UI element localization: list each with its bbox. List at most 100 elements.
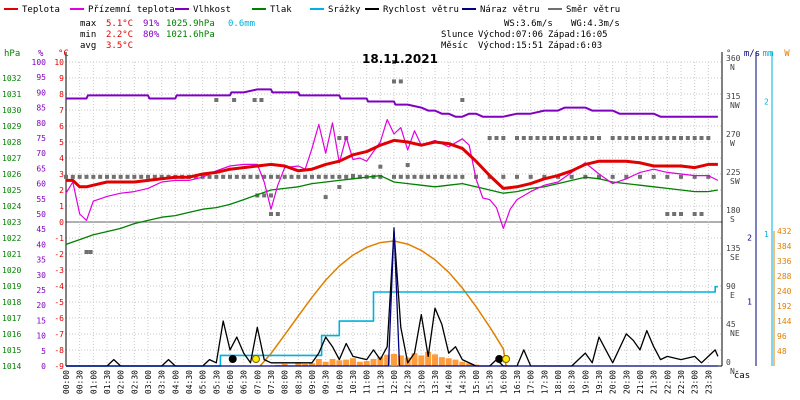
- hpa-tick-label: 1021: [2, 250, 21, 259]
- wind-direction-point: [392, 174, 396, 179]
- stats-avg-temp: 3.5°C: [106, 41, 133, 51]
- series-line-slunce-w-: [259, 240, 507, 367]
- pct-tick-label: 0: [41, 362, 46, 371]
- solar-bar: [343, 359, 350, 366]
- axis-header-deg: °: [726, 49, 731, 59]
- ms-tick-label: 1: [747, 298, 752, 307]
- dir-tick-name: NE: [730, 329, 740, 338]
- legend-label: Směr větru: [566, 5, 620, 15]
- solar-bar: [466, 363, 473, 366]
- moonrise-marker: [495, 355, 504, 363]
- wind-direction-point: [259, 98, 264, 102]
- solar-bar: [336, 360, 343, 366]
- wind-ws: WS:3.6m/s: [504, 19, 553, 29]
- legend-item: Teplota: [4, 5, 60, 15]
- degc-tick-label: 5: [59, 138, 64, 147]
- dir-tick-name: SE: [730, 253, 740, 262]
- wind-direction-point: [610, 174, 615, 179]
- x-tick-label: 22:00: [663, 370, 672, 394]
- wind-direction-point: [337, 174, 342, 179]
- wind-direction-point: [77, 174, 82, 179]
- solar-bar: [302, 363, 309, 366]
- x-tick-label: 18:30: [568, 370, 577, 394]
- pct-tick-label: 40: [36, 240, 46, 249]
- solar-bar: [391, 353, 397, 366]
- wind-direction-point: [706, 136, 711, 140]
- w-tick-label: 288: [777, 272, 792, 281]
- wind-direction-point: [357, 174, 362, 179]
- solar-bar: [350, 358, 356, 366]
- dir-tick-degrees: 180: [726, 206, 741, 215]
- wind-direction-point: [398, 79, 403, 84]
- hpa-tick-label: 1028: [2, 138, 21, 147]
- wind-direction-point: [672, 136, 677, 140]
- wind-direction-point: [576, 136, 581, 140]
- dir-tick-name: W: [730, 139, 735, 148]
- wind-direction-point: [378, 164, 383, 169]
- degc-tick-label: 9: [59, 74, 64, 83]
- legend-item: Vlhkost: [175, 5, 231, 15]
- x-tick-label: 06:30: [240, 370, 249, 394]
- solar-bar: [281, 363, 288, 366]
- pct-tick-label: 100: [32, 58, 47, 67]
- wind-direction-point: [398, 174, 403, 179]
- solar-bar: [411, 353, 418, 366]
- wind-direction-point: [146, 174, 150, 179]
- hpa-tick-label: 1032: [2, 74, 21, 83]
- degc-tick-label: 8: [59, 90, 64, 99]
- moonset-marker: [228, 355, 237, 363]
- x-tick-label: 01:00: [89, 370, 98, 394]
- stats-max-rain: 0.6mm: [228, 19, 255, 29]
- degc-tick-label: 10: [54, 58, 64, 67]
- wind-direction-point: [310, 174, 314, 179]
- wind-direction-point: [433, 174, 437, 179]
- wind-direction-point: [241, 174, 246, 179]
- axis-header-mm: mm: [763, 49, 774, 59]
- x-tick-label: 03:00: [144, 370, 153, 394]
- axis-header-time: čas: [734, 370, 750, 381]
- wind-direction-point: [460, 98, 465, 102]
- wind-direction-point: [392, 60, 396, 64]
- pct-tick-label: 85: [36, 104, 46, 113]
- wind-direction-point: [528, 136, 533, 140]
- wind-direction-point: [139, 174, 144, 179]
- wind-direction-point: [665, 136, 670, 140]
- moon-set: Západ:6:03: [548, 41, 602, 51]
- dir-tick-degrees: 225: [726, 168, 741, 177]
- wind-direction-point: [460, 174, 465, 179]
- x-tick-label: 19:00: [581, 370, 590, 394]
- wind-direction-point: [679, 212, 683, 216]
- wind-direction-point: [617, 136, 622, 140]
- wind-direction-point: [624, 136, 629, 140]
- sun-label: Slunce: [441, 30, 474, 40]
- legend: Teplota Přízemní teplota Vlhkost Tlak Srážky…: [4, 5, 620, 15]
- x-tick-label: 12:30: [404, 370, 413, 394]
- wind-direction-point: [337, 184, 342, 189]
- hpa-tick-label: 1025: [2, 186, 21, 195]
- x-tick-label: 00:00: [62, 370, 71, 394]
- solar-bar: [425, 351, 432, 366]
- solar-bar: [452, 359, 459, 366]
- x-tick-label: 21:00: [636, 370, 645, 394]
- legend-item: Srážky: [310, 5, 361, 15]
- pct-tick-label: 90: [36, 88, 46, 97]
- wind-direction-point: [228, 174, 232, 179]
- hpa-tick-label: 1017: [2, 314, 21, 323]
- wind-direction-point: [84, 174, 89, 179]
- degc-tick-label: -6: [54, 314, 64, 323]
- stats-min-hum: 80%: [143, 30, 160, 40]
- w-tick-label: 96: [777, 332, 787, 341]
- wind-direction-point: [323, 174, 328, 179]
- w-tick-label: 144: [777, 317, 792, 326]
- pct-tick-label: 35: [36, 256, 46, 265]
- solar-bar: [315, 358, 322, 366]
- legend-label: Přízemní teplota: [88, 5, 175, 15]
- sunrise-marker: [251, 355, 260, 363]
- solar-bar: [445, 358, 452, 366]
- sunset-marker: [502, 355, 511, 363]
- wind-direction-point: [631, 136, 636, 140]
- x-tick-label: 14:30: [458, 370, 467, 394]
- x-tick-label: 09:00: [308, 370, 317, 394]
- x-tick-label: 23:30: [704, 370, 713, 394]
- wind-direction-point: [132, 174, 137, 179]
